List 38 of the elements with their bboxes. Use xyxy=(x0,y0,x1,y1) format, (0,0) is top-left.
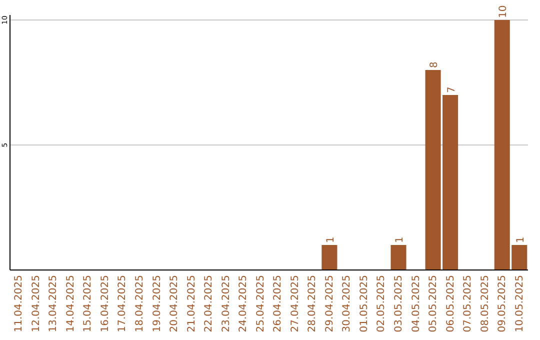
data-label: 8 xyxy=(429,62,440,68)
x-tick-label: 02.05.2025 xyxy=(376,275,388,332)
x-tick-label: 22.04.2025 xyxy=(204,275,215,332)
x-tick-label: 27.04.2025 xyxy=(290,275,301,332)
x-tick-label: 06.05.2025 xyxy=(445,275,456,332)
x-tick-label: 13.04.2025 xyxy=(48,275,60,332)
x-tick-label: 24.04.2025 xyxy=(238,275,250,332)
x-tick-label: 16.04.2025 xyxy=(100,275,111,332)
x-tick-label: 05.05.2025 xyxy=(428,275,440,332)
x-tick-label: 14.04.2025 xyxy=(65,275,76,332)
x-tick-label: 04.05.2025 xyxy=(410,275,422,332)
data-label: 10 xyxy=(498,5,510,18)
x-tick-label: 20.04.2025 xyxy=(169,275,180,332)
data-label: 1 xyxy=(325,236,336,243)
x-tick-label: 26.04.2025 xyxy=(272,275,284,332)
x-tick-label: 08.05.2025 xyxy=(480,275,491,332)
bar xyxy=(390,245,406,270)
data-label: 1 xyxy=(394,236,406,243)
x-tick-label: 15.04.2025 xyxy=(82,275,94,332)
data-label: 7 xyxy=(446,86,458,93)
x-tick-label: 19.04.2025 xyxy=(152,275,163,332)
x-tick-label: 23.04.2025 xyxy=(220,275,232,332)
x-tick-label: 03.05.2025 xyxy=(394,275,404,332)
x-tick-label: 28.04.2025 xyxy=(307,275,318,332)
x-tick-label: 29.04.2025 xyxy=(324,275,336,332)
x-tick-label: 01.05.2025 xyxy=(358,275,370,332)
x-tick-label: 07.05.2025 xyxy=(462,275,474,332)
x-tick-label: 18.04.2025 xyxy=(134,275,146,332)
x-tick-label: 17.04.2025 xyxy=(117,275,128,332)
x-tick-label: 30.04.2025 xyxy=(342,275,353,332)
data-label: 1 xyxy=(515,236,526,243)
x-tick-label: 11.04.2025 xyxy=(14,275,25,332)
x-tick-label: 21.04.2025 xyxy=(186,275,198,332)
x-tick-label: 10.05.2025 xyxy=(514,275,526,332)
x-tick-label: 12.04.2025 xyxy=(30,275,42,332)
x-tick-label: 25.04.2025 xyxy=(255,275,266,332)
x-tick-label: 09.05.2025 xyxy=(497,275,508,332)
bar xyxy=(322,245,338,270)
